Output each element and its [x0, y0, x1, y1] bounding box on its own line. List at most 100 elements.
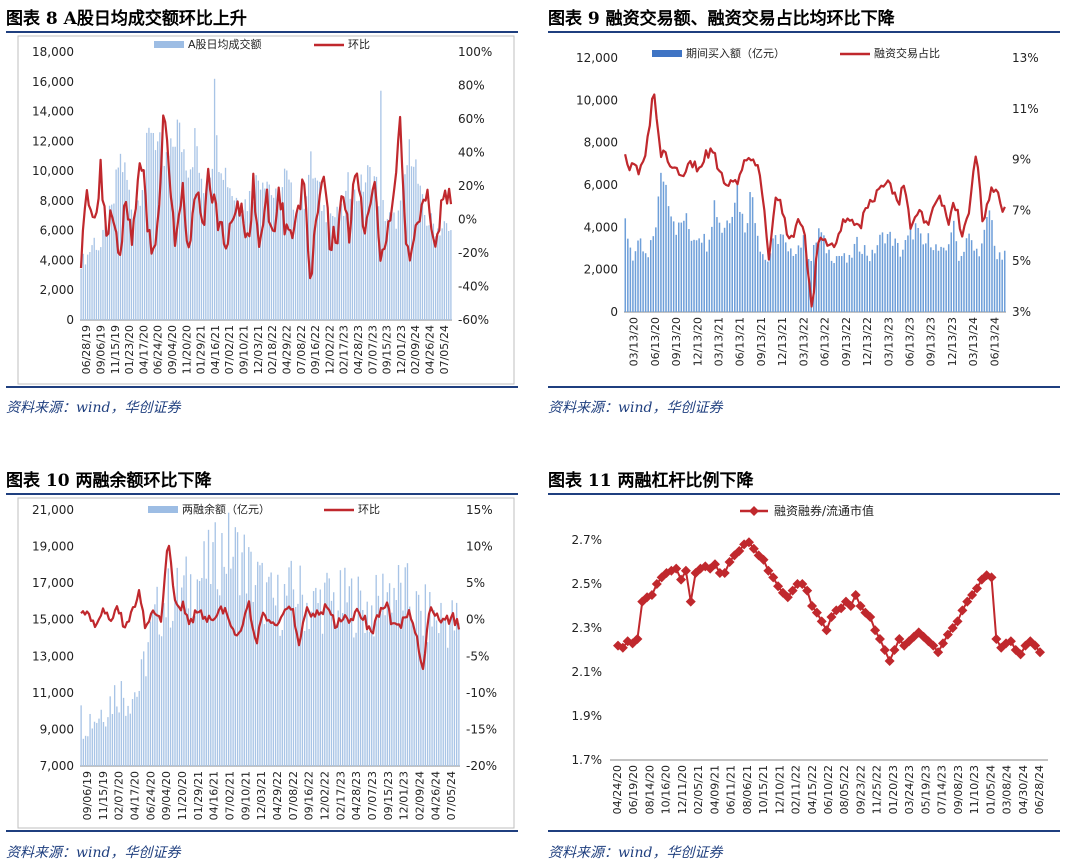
x-tick-label: 09/15/23: [381, 325, 394, 374]
x-tick-label: 04/17/20: [137, 325, 150, 374]
bar: [963, 252, 965, 312]
bar: [297, 207, 298, 320]
bar: [183, 149, 184, 320]
right-tick-label: -20%: [458, 246, 489, 260]
bar: [441, 228, 442, 320]
x-tick-label: 07/07/23: [366, 325, 379, 374]
bar: [894, 239, 896, 312]
left-tick-label: 21,000: [32, 503, 74, 517]
bar: [94, 238, 95, 320]
bar: [930, 247, 932, 312]
bar: [439, 235, 440, 320]
bar: [143, 651, 144, 766]
bar: [89, 252, 90, 320]
right-tick-label: 0%: [466, 613, 485, 627]
bar: [369, 167, 370, 320]
x-tick-label: 12/13/21: [776, 317, 789, 366]
bar: [877, 245, 879, 312]
bar: [905, 240, 907, 312]
bar: [241, 552, 242, 766]
x-tick-label: 02/07/20: [113, 771, 126, 820]
bar: [358, 577, 359, 766]
bar: [215, 522, 216, 766]
bar: [165, 617, 166, 766]
bar: [266, 582, 267, 766]
bar: [358, 201, 359, 320]
x-tick-label: 12/13/20: [691, 317, 704, 366]
data-point-marker: [991, 634, 1001, 644]
bar: [431, 627, 432, 766]
bar: [647, 257, 649, 312]
right-tick-label: 5%: [1012, 254, 1031, 268]
bar: [445, 619, 446, 766]
bar: [693, 240, 695, 312]
bar: [226, 574, 227, 766]
x-tick-label: 12/13/22: [861, 317, 874, 366]
bar: [653, 236, 655, 312]
bar: [948, 244, 950, 312]
bar: [132, 699, 133, 766]
bar: [192, 167, 193, 320]
bar: [288, 567, 289, 766]
bar: [734, 203, 736, 312]
bar: [273, 198, 274, 320]
bar: [434, 610, 435, 766]
bar: [145, 676, 146, 766]
right-tick-label: -5%: [466, 649, 489, 663]
bar: [458, 623, 459, 766]
source-note: 资料来源：wind，华创证券: [6, 397, 180, 417]
bar: [446, 223, 447, 320]
bar: [1001, 260, 1003, 312]
bar: [161, 636, 162, 766]
data-point-marker: [889, 645, 899, 655]
bar: [92, 728, 93, 766]
bar: [374, 176, 375, 320]
left-tick-label: 8,000: [40, 194, 74, 208]
x-tick-label: 09/10/21: [239, 771, 252, 820]
bar: [981, 243, 983, 312]
bar: [864, 245, 866, 312]
x-tick-label: 02/11/22: [790, 765, 803, 814]
bar: [326, 573, 327, 766]
bar: [627, 239, 629, 312]
bar: [387, 592, 388, 766]
bar: [793, 256, 795, 312]
bar: [164, 166, 165, 320]
bar: [315, 178, 316, 320]
bar: [747, 223, 749, 312]
bar: [299, 210, 300, 320]
bar: [107, 230, 108, 320]
bar: [437, 228, 438, 320]
bar: [795, 254, 797, 312]
bar: [859, 252, 861, 312]
bar: [255, 175, 256, 320]
legend-swatch-marker: [749, 506, 759, 516]
bar: [208, 530, 209, 766]
x-tick-label: 09/06/19: [81, 771, 94, 820]
left-tick-label: 12,000: [576, 51, 618, 65]
x-tick-label: 06/10/22: [822, 765, 835, 814]
bar: [142, 190, 143, 320]
chart-fig8: 02,0004,0006,0008,00010,00012,00014,0001…: [6, 34, 518, 386]
bar: [229, 188, 230, 320]
legend-label: 期间买入额（亿元）: [686, 47, 785, 60]
bar: [102, 230, 103, 320]
left-tick-label: 15,000: [32, 613, 74, 627]
bar: [956, 241, 958, 312]
bar: [288, 180, 289, 320]
right-tick-label: 100%: [458, 45, 492, 59]
bar: [206, 579, 207, 766]
bar: [838, 256, 840, 312]
x-tick-label: 03/24/23: [903, 765, 916, 814]
bar: [642, 251, 644, 312]
bar: [752, 197, 754, 312]
bar: [973, 251, 975, 312]
bar: [124, 162, 125, 320]
left-tick-label: 4,000: [584, 220, 618, 234]
right-tick-label: 40%: [458, 146, 485, 160]
bar: [872, 250, 874, 312]
bar: [400, 201, 401, 320]
x-tick-label: 07/02/21: [223, 325, 236, 374]
x-tick-label: 02/09/24: [413, 771, 426, 820]
bar: [135, 209, 136, 320]
